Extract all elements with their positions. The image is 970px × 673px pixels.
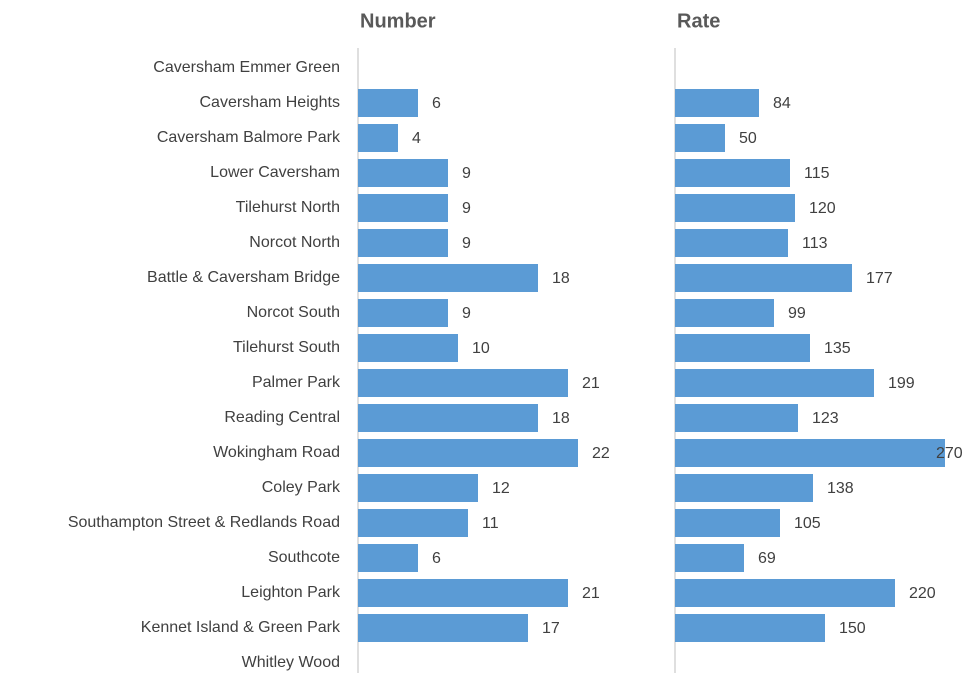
category-label: Palmer Park (252, 374, 341, 391)
data-label: 9 (462, 235, 471, 252)
data-label: 18 (552, 410, 570, 427)
bar (675, 334, 810, 362)
data-label: 18 (552, 270, 570, 287)
category-label: Reading Central (224, 409, 340, 426)
data-label: 6 (432, 550, 441, 567)
bar (358, 369, 568, 397)
category-label: Kennet Island & Green Park (141, 619, 341, 636)
data-label: 123 (812, 410, 839, 427)
bar (675, 404, 798, 432)
data-label: 17 (542, 620, 560, 637)
bar (675, 439, 945, 467)
category-label: Leighton Park (241, 584, 341, 601)
bar (675, 614, 825, 642)
category-label: Tilehurst South (233, 339, 340, 356)
bar (358, 579, 568, 607)
bar (675, 89, 759, 117)
bar (358, 229, 448, 257)
bar (358, 614, 528, 642)
data-label: 113 (802, 235, 828, 252)
bar (675, 579, 895, 607)
data-label: 120 (809, 200, 836, 217)
data-label: 84 (773, 95, 791, 112)
data-label: 22 (592, 445, 610, 462)
bar (358, 474, 478, 502)
data-label: 105 (794, 515, 821, 532)
data-label: 220 (909, 585, 936, 602)
bar (358, 264, 538, 292)
data-label: 10 (472, 340, 490, 357)
bar (675, 264, 852, 292)
data-label: 12 (492, 480, 510, 497)
data-label: 21 (582, 585, 600, 602)
bar (675, 509, 780, 537)
data-label: 9 (462, 200, 471, 217)
panel-title: Number (360, 10, 436, 32)
category-label: Norcot North (249, 234, 340, 251)
panel-title: Rate (677, 10, 720, 32)
category-label: Lower Caversham (210, 164, 340, 181)
data-label: 4 (412, 130, 421, 147)
bar (358, 299, 448, 327)
bar (358, 89, 418, 117)
data-label: 150 (839, 620, 866, 637)
bar (358, 159, 448, 187)
category-label: Caversham Emmer Green (153, 59, 340, 76)
data-label: 138 (827, 480, 854, 497)
bar (358, 194, 448, 222)
category-label: Tilehurst North (236, 199, 340, 216)
category-label: Southcote (268, 549, 340, 566)
category-label: Norcot South (247, 304, 340, 321)
data-label: 6 (432, 95, 441, 112)
bar (675, 299, 774, 327)
bar (675, 159, 790, 187)
bar (675, 229, 788, 257)
category-label: Caversham Balmore Park (157, 129, 341, 146)
bar (675, 544, 744, 572)
bar (358, 404, 538, 432)
category-label: Battle & Caversham Bridge (147, 269, 340, 286)
category-label: Wokingham Road (213, 444, 340, 461)
bar (358, 334, 458, 362)
bar (675, 194, 795, 222)
category-label: Caversham Heights (200, 94, 341, 111)
data-label: 99 (788, 305, 806, 322)
data-label: 9 (462, 165, 471, 182)
bar (675, 369, 874, 397)
data-label: 50 (739, 130, 757, 147)
data-label: 11 (482, 515, 499, 532)
bar (358, 509, 468, 537)
bar (358, 544, 418, 572)
bar (358, 439, 578, 467)
category-label: Coley Park (262, 479, 341, 496)
data-label: 69 (758, 550, 776, 567)
data-label: 270 (936, 445, 963, 462)
bar (675, 124, 725, 152)
category-label: Whitley Wood (242, 654, 340, 671)
bar (675, 474, 813, 502)
data-label: 9 (462, 305, 471, 322)
data-label: 199 (888, 375, 915, 392)
bar (358, 124, 398, 152)
data-label: 21 (582, 375, 600, 392)
data-label: 135 (824, 340, 851, 357)
data-label: 177 (866, 270, 893, 287)
category-label: Southampton Street & Redlands Road (68, 514, 340, 531)
data-label: 115 (804, 165, 830, 182)
